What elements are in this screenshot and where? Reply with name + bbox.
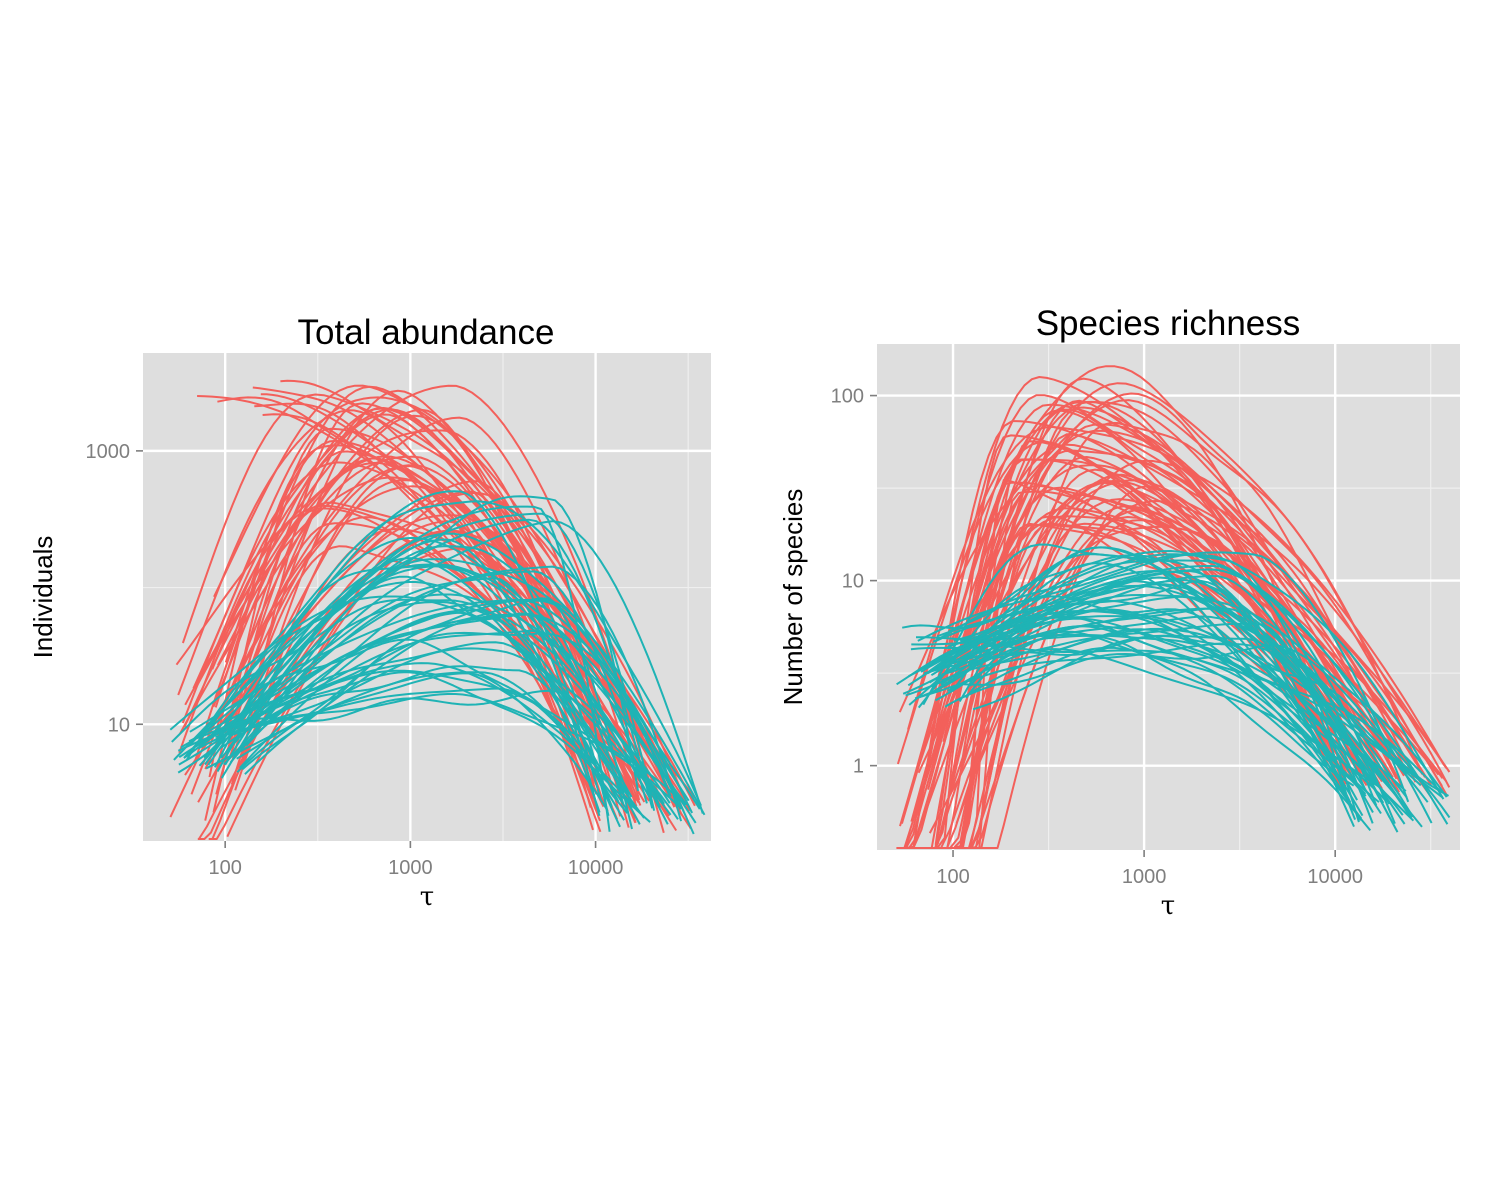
panel-species-richness: Species richness Number of species τ 100… [778,304,1460,921]
cyan-series-line [184,575,645,819]
x-tick-label: 100 [936,866,969,888]
x-tick-label: 10000 [568,857,624,879]
cyan-series-line [183,631,695,835]
axis-ticks: 100 1000 10000 10 1000 [86,441,624,879]
x-tick-label: 100 [208,857,241,879]
cyan-series-line [944,646,1387,802]
chart-title: Total abundance [298,313,555,352]
cyan-series-line [178,613,693,814]
cyan-series-line [188,518,654,809]
cyan-series-line [940,570,1357,820]
cyan-series-line [930,595,1374,813]
cyan-series-line [173,512,656,811]
cyan-series-line [959,610,1363,820]
red-series-line [907,425,1448,769]
cyan-series-line [914,642,1352,803]
cyan-series-line [917,554,1408,799]
cyan-series-line [220,593,697,824]
red-series-line [208,444,640,803]
cyan-series-line [218,490,602,800]
cyan-series-line [177,671,651,823]
y-tick-label: 1000 [86,441,131,463]
cyan-series-line [940,628,1442,793]
red-series-line [933,394,1404,790]
cyan-series-line [965,634,1355,787]
y-tick-label: 1 [853,756,864,778]
red-series-line [923,484,1407,849]
panel-total-abundance: Total abundance Individuals τ 100 1000 100… [28,313,711,912]
cyan-series-line [908,608,1415,822]
cyan-series-line [236,612,662,808]
y-tick-label: 10 [842,571,864,593]
cyan-series-line [963,644,1451,819]
y-tick-label: 10 [108,714,130,736]
axis-ticks: 100 1000 10000 1 10 100 [831,386,1363,888]
cyan-series-line [907,615,1404,816]
cyan-series-line [178,629,610,817]
x-tick-label: 1000 [388,857,433,879]
red-series-line [899,365,1417,827]
y-axis-label: Number of species [778,489,808,706]
y-axis-label: Individuals [28,536,58,659]
red-series-line [183,461,619,820]
cyan-series-line [915,636,1444,799]
cyan-series-line [185,500,702,807]
x-axis-label: τ [420,882,434,912]
cyan-series-line [198,545,634,808]
x-tick-label: 1000 [1122,866,1167,888]
cyan-series-line [223,563,651,798]
cyan-series-line [965,627,1428,788]
y-tick-label: 100 [831,386,864,408]
x-tick-label: 10000 [1307,866,1363,888]
cyan-series-line [223,495,639,792]
cyan-series-line [236,672,609,811]
red-series-line [213,384,685,812]
red-series-line [941,509,1390,849]
series-lines [169,379,706,840]
chart-title: Species richness [1036,304,1301,343]
series-lines [896,365,1451,849]
cyan-series-line [214,601,665,805]
cyan-series-line [214,536,690,802]
cyan-series-line [923,622,1351,805]
cyan-series-line [933,575,1374,824]
cyan-series-line [243,647,671,804]
x-axis-label: τ [1161,891,1175,921]
red-series-line [190,408,598,795]
